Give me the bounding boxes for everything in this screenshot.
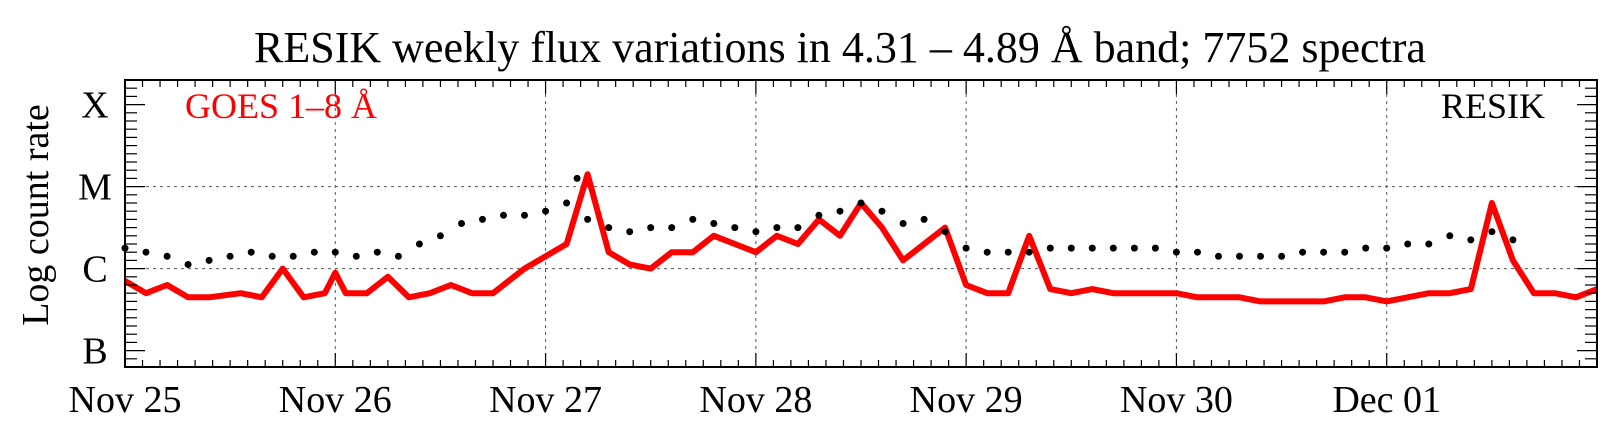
resik-point [1278,252,1286,260]
x-tick-label: Nov 29 [910,379,1023,421]
resik-point [268,252,276,260]
y-axis-label: Log count rate [15,104,57,326]
resik-series [121,174,1517,268]
resik-point [247,248,255,256]
resik-point [1299,248,1307,256]
x-tick-label: Nov 27 [489,379,602,421]
resik-point [626,228,634,236]
resik-point [773,224,781,232]
resik-point [521,211,528,219]
resik-point [857,199,865,207]
resik-point [331,248,339,256]
x-tick-label: Nov 25 [69,379,182,421]
resik-point [1404,240,1412,248]
grid-lines [125,80,1597,367]
resik-point [1172,248,1180,256]
legend-goes: GOES 1–8 Å [185,86,377,126]
resik-point [689,215,697,223]
resik-point [1151,244,1159,252]
resik-point [1130,244,1138,252]
resik-point [710,220,718,227]
resik-point [573,174,581,182]
resik-point [731,224,739,232]
y-tick-label: X [81,85,108,127]
resik-point [1004,248,1012,256]
resik-point [815,211,823,219]
resik-point [1383,244,1391,252]
resik-point [310,248,318,256]
y-tick-label: B [82,331,107,373]
resik-point [1488,228,1496,236]
resik-point [836,207,844,215]
resik-point [1025,248,1033,256]
resik-point [920,215,928,223]
resik-point [983,248,991,256]
y-tick-label: M [78,167,112,209]
resik-point [1194,248,1201,256]
y-tick-label: C [82,249,107,291]
resik-point [1088,244,1096,252]
resik-point [205,256,213,264]
x-tick-labels: Nov 25 Nov 26 Nov 27 Nov 28 Nov 29 Nov 30 Dec … [69,379,1442,421]
goes-line [123,171,1599,305]
resik-point [962,244,970,252]
resik-point [1467,236,1475,244]
x-tick-label: Nov 26 [279,379,392,421]
resik-point [500,211,507,219]
resik-point [184,261,192,268]
resik-point [1341,248,1349,256]
resik-point [1236,252,1243,260]
resik-point [794,224,802,232]
resik-point [941,228,949,236]
resik-point [394,252,402,260]
resik-point [1446,232,1454,240]
resik-point [542,207,550,215]
resik-point [1257,252,1264,260]
x-tick-label: Dec 01 [1332,379,1441,421]
resik-point [563,199,571,207]
x-tick-label: Nov 28 [699,379,812,421]
resik-point [1067,244,1075,252]
x-tick-label: Nov 30 [1120,379,1233,421]
resik-point [142,248,150,256]
resik-point [415,240,423,248]
resik-point [899,220,907,227]
resik-point [458,220,465,227]
chart-title: RESIK weekly flux variations in 4.31 – 4… [254,23,1426,72]
resik-point [1215,252,1222,260]
resik-point [1046,244,1054,252]
resik-point [584,215,592,223]
resik-point [1509,236,1517,244]
resik-point [479,215,486,223]
resik-point [752,228,760,236]
resik-point [1425,240,1433,248]
resik-point [1362,244,1370,252]
resik-point [436,232,444,240]
resik-point [226,252,234,260]
resik-point [352,252,360,260]
resik-point [605,224,613,232]
resik-point [1109,244,1117,252]
plot-frame [124,79,1598,368]
legend-resik: RESIK [1441,86,1545,126]
resik-point [373,248,381,256]
resik-point [1320,248,1328,256]
resik-point [878,207,886,215]
resik-point [647,224,655,232]
resik-point [289,252,297,260]
resik-point [163,252,171,260]
resik-point [668,224,676,232]
goes-series [123,171,1599,305]
